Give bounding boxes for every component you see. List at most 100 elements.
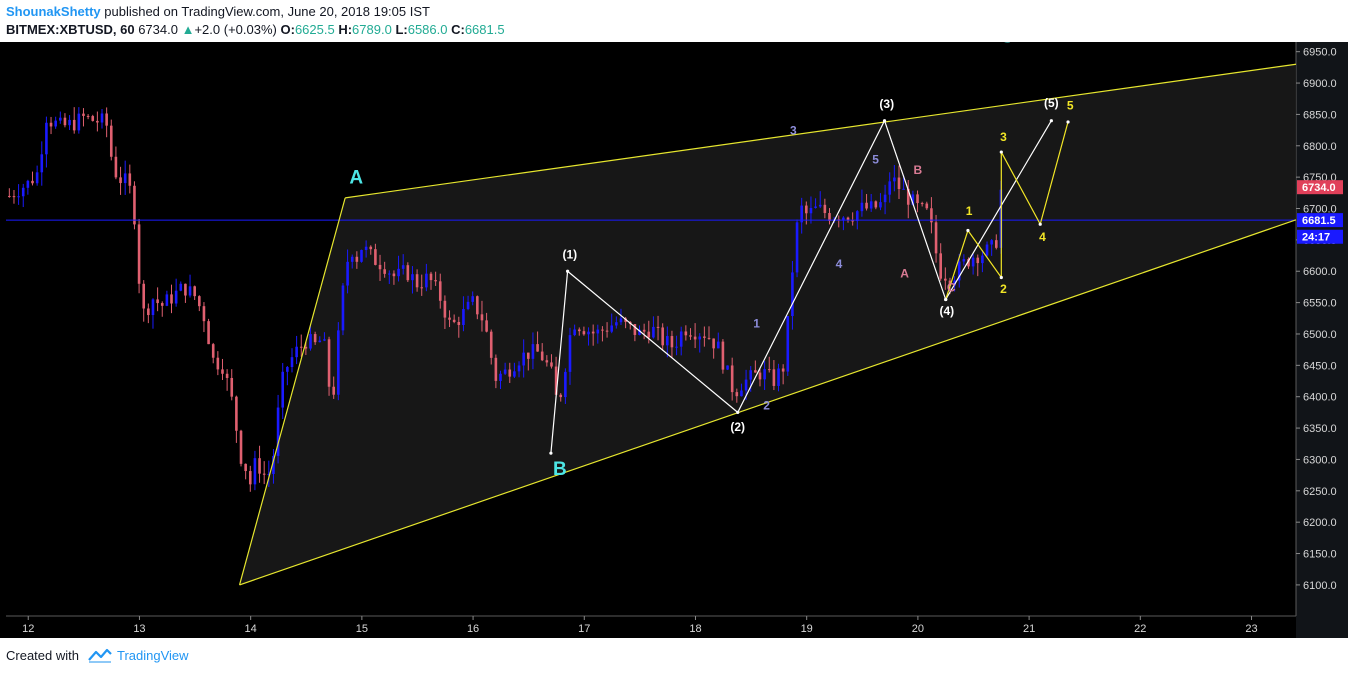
price-tag-label: 6734.0 [1302, 182, 1336, 194]
candle-body [911, 194, 915, 205]
created-with-text: Created with [6, 648, 79, 663]
wave-label: 2 [1000, 282, 1007, 296]
candle [763, 361, 766, 391]
candle-body [679, 331, 683, 347]
candle-body [633, 324, 637, 335]
candle [726, 365, 729, 370]
y-tick-label: 6200.0 [1303, 517, 1337, 529]
candle-body [925, 203, 929, 209]
candle-body [137, 224, 141, 284]
candle-body [883, 194, 887, 203]
candle-body [582, 331, 586, 335]
candle [128, 164, 132, 194]
chart-header: ShounakShetty published on TradingView.c… [0, 0, 1348, 42]
candle-body [527, 352, 530, 359]
candle-body [443, 300, 447, 318]
candle-body [392, 273, 396, 277]
candle-body [184, 283, 187, 296]
wave-label: (4) [939, 304, 954, 318]
candle-body [596, 329, 600, 334]
candle [26, 179, 30, 195]
candle-body [133, 185, 136, 225]
candle [781, 364, 785, 385]
candle-body [45, 122, 48, 155]
candle [202, 302, 206, 333]
candle [513, 362, 516, 379]
candle-body [781, 368, 785, 372]
tradingview-brand-link[interactable]: TradingView [117, 648, 189, 663]
candle-body [452, 319, 456, 323]
candle-body [851, 220, 854, 222]
candle-body [990, 240, 993, 245]
candle [883, 184, 887, 215]
candle [615, 316, 618, 329]
candle-body [267, 473, 271, 475]
candle [791, 260, 794, 330]
candle [536, 331, 539, 352]
candle [411, 266, 414, 294]
candle-body [874, 201, 878, 208]
candle [179, 281, 183, 292]
candle-body [147, 308, 150, 316]
candle-body [800, 205, 803, 223]
candle-body [545, 360, 549, 363]
candle-body [758, 372, 762, 380]
x-tick-label: 14 [245, 623, 257, 635]
candle-body [869, 201, 873, 209]
y-tick-label: 6700.0 [1303, 204, 1337, 216]
candle-body [619, 318, 623, 323]
y-tick-label: 6100.0 [1303, 580, 1337, 592]
candle [990, 239, 993, 256]
candle [290, 348, 294, 373]
close-label: C: [451, 22, 465, 37]
candle-body [26, 180, 30, 188]
candle [675, 335, 678, 356]
candle-body [754, 370, 757, 373]
candle-body [420, 287, 424, 289]
candle [684, 325, 688, 341]
candle [313, 331, 317, 345]
candle-body [712, 338, 715, 349]
candle-body [286, 367, 289, 372]
wave-point [736, 410, 740, 414]
candle-body [920, 203, 924, 205]
candle-body [337, 330, 340, 395]
candle [670, 330, 674, 359]
candle-body [554, 366, 558, 395]
tradingview-logo-icon[interactable] [88, 647, 112, 663]
candle-body [522, 352, 525, 366]
channel-fill [239, 64, 1297, 585]
candle [735, 388, 739, 403]
candle-body [846, 217, 850, 221]
candle [897, 165, 901, 200]
candle [387, 270, 391, 284]
candle-body [216, 357, 220, 370]
candle-body [564, 371, 567, 398]
candle [420, 274, 424, 296]
y-tick-label: 6400.0 [1303, 392, 1337, 404]
candle-body [513, 371, 516, 377]
price-tag: 24:17 [1297, 229, 1343, 244]
candle [415, 269, 419, 292]
candle [772, 360, 776, 391]
candle-body [40, 154, 44, 173]
candle [174, 278, 178, 307]
candle [777, 363, 780, 392]
candle [573, 324, 576, 337]
candle-body [258, 458, 261, 474]
candle-body [327, 339, 331, 387]
candle [221, 358, 224, 380]
candle-body [624, 318, 627, 322]
candle-body [855, 211, 859, 222]
low-label: L: [395, 22, 408, 37]
candle-body [540, 351, 544, 361]
candle [930, 197, 933, 234]
candle [596, 324, 600, 344]
author-link[interactable]: ShounakShetty [6, 4, 101, 19]
candle [82, 108, 85, 127]
candle-body [902, 188, 905, 190]
candle [230, 369, 234, 401]
candle [262, 461, 266, 485]
